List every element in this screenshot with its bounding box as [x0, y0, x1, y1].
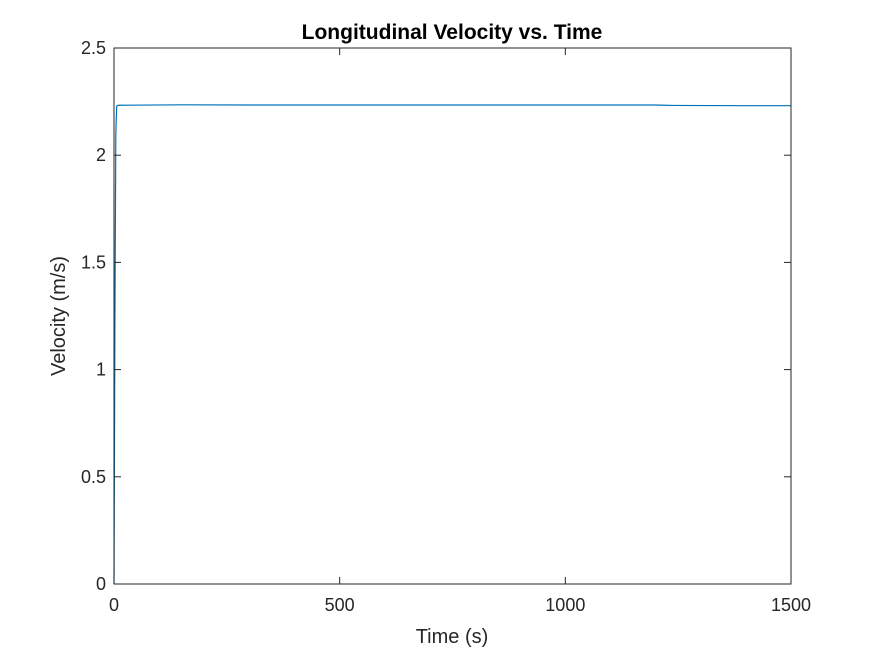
x-axis-ticks: 0 500 1000 1500 [109, 48, 811, 615]
series-layer [113, 104, 791, 585]
y-tick-label: 2 [96, 145, 106, 165]
plot-background [114, 48, 791, 584]
y-tick-label: 0 [96, 574, 106, 594]
axes-layer [113, 47, 792, 585]
y-axis-label: Velocity (m/s) [48, 256, 70, 376]
x-tick-label: 0 [109, 595, 119, 615]
chart-title: Longitudinal Velocity vs. Time [302, 21, 603, 44]
y-tick-label: 0.5 [81, 467, 106, 487]
plot-area [114, 48, 791, 584]
y-tick-label: 1 [96, 360, 106, 380]
y-tick-label: 1.5 [81, 252, 106, 272]
x-tick-label: 1000 [545, 595, 585, 615]
x-tick-label: 1500 [771, 595, 811, 615]
series-line-0 [113, 104, 791, 585]
x-tick-label: 500 [325, 595, 355, 615]
axes-box [113, 47, 792, 585]
y-tick-label: 2.5 [81, 38, 106, 58]
x-axis-label: Time (s) [416, 626, 489, 648]
y-axis-ticks: 0 0.5 1 1.5 2 2.5 [81, 38, 791, 594]
